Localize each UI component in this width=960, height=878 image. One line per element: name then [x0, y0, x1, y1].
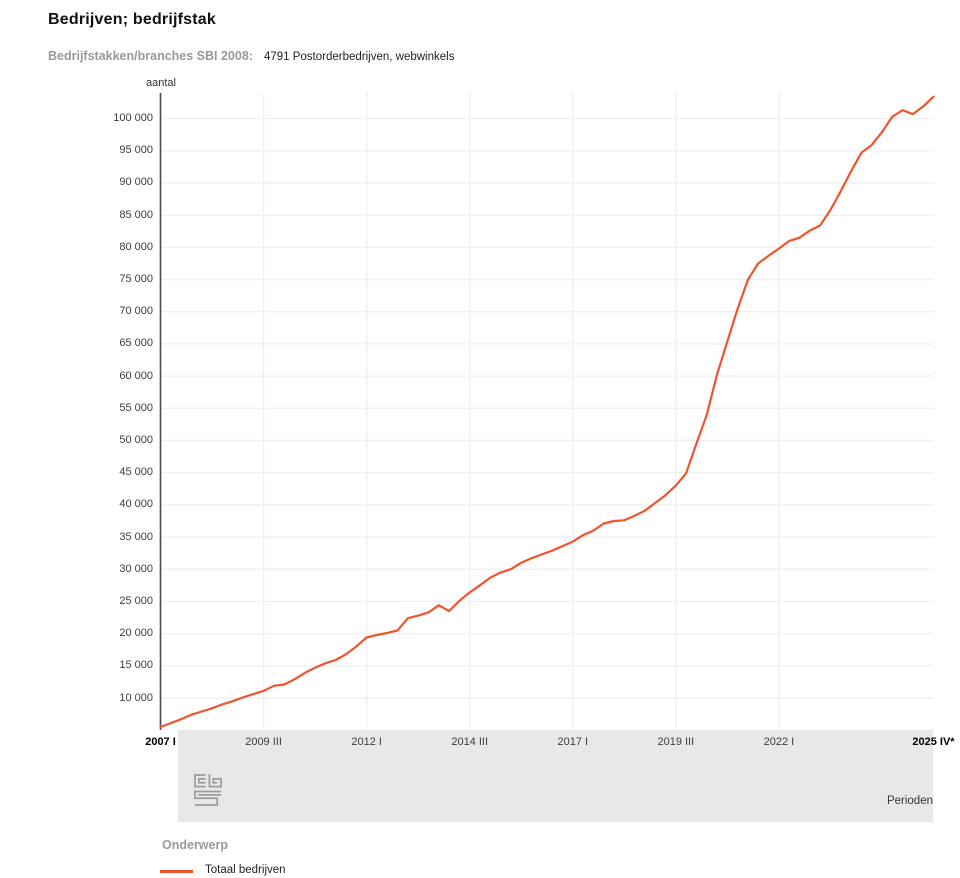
- y-tick-label: 55 000: [119, 401, 153, 414]
- y-tick-label: 20 000: [119, 627, 153, 640]
- filter-row: Bedrijfstakken/branches SBI 2008: 4791 P…: [48, 49, 454, 63]
- series-line-totaal-bedrijven: [159, 95, 935, 729]
- x-tick-label: 2022 I: [763, 736, 795, 748]
- cbs-logo-letter-c: [194, 774, 206, 788]
- y-tick-label: 65 000: [119, 337, 153, 350]
- x-tick-label: 2009 III: [245, 736, 282, 748]
- x-axis-title: Perioden: [886, 795, 933, 807]
- cbs-logo-letter-s: [194, 790, 222, 806]
- y-tick-label: 80 000: [119, 240, 153, 253]
- x-tick-label: 2025 IV*: [912, 736, 955, 748]
- y-tick-label: 30 000: [119, 562, 153, 575]
- x-tick-label: 2019 III: [657, 736, 695, 748]
- y-tick-label: 10 000: [119, 691, 153, 704]
- y-tick-label: 70 000: [119, 305, 153, 318]
- branch-filter-value[interactable]: 4791 Postorderbedrijven, webwinkels: [263, 51, 455, 63]
- x-tick-label: 2012 I: [351, 736, 382, 748]
- y-tick-label: 25 000: [119, 594, 153, 607]
- y-axis-title: aantal: [146, 77, 176, 89]
- y-tick-label: 85 000: [119, 208, 153, 221]
- page-title: Bedrijven; bedrijfstak: [48, 11, 217, 28]
- y-tick-label: 40 000: [119, 498, 153, 511]
- y-tick-label: 50 000: [119, 433, 153, 446]
- x-tick-label: 2007 I: [145, 736, 176, 748]
- y-tick-label: 35 000: [119, 530, 153, 543]
- x-tick-label: 2017 I: [557, 736, 589, 748]
- y-tick-label: 90 000: [119, 176, 153, 189]
- legend-item-label[interactable]: Totaal bedrijven: [205, 864, 286, 876]
- legend-line-swatch[interactable]: [160, 870, 193, 873]
- cbs-logo[interactable]: [193, 772, 223, 808]
- cbs-logo-letter-b: [208, 774, 222, 788]
- y-tick-label: 60 000: [119, 369, 153, 382]
- y-tick-label: 95 000: [119, 144, 153, 157]
- branch-filter-label: Bedrijfstakken/branches SBI 2008:: [48, 49, 253, 63]
- x-tick-label: 2014 III: [451, 736, 489, 748]
- y-tick-label: 15 000: [119, 659, 153, 672]
- y-tick-label: 75 000: [119, 273, 153, 286]
- y-tick-label: 45 000: [119, 466, 153, 479]
- y-tick-label: 100 000: [113, 112, 153, 125]
- legend-title: Onderwerp: [162, 838, 228, 852]
- period-slider-band[interactable]: [178, 730, 933, 822]
